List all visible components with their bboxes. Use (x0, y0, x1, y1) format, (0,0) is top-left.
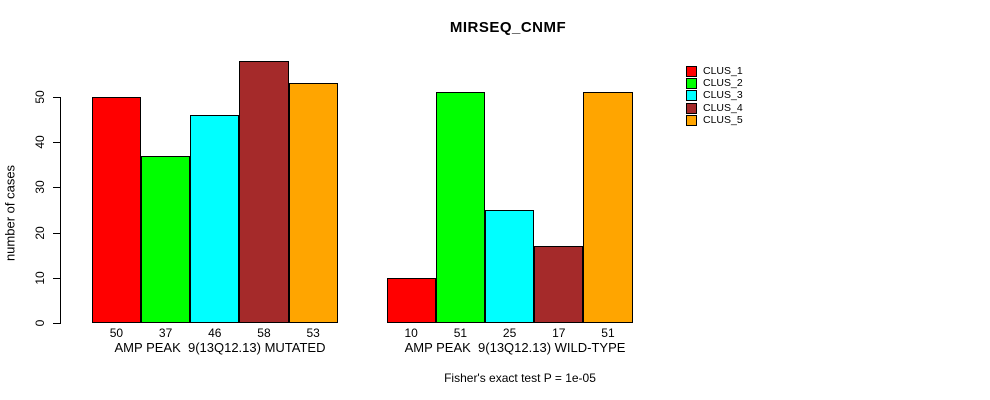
bar-clus-4-g2 (534, 246, 584, 323)
chart-title: MIRSEQ_CNMF (449, 19, 567, 36)
legend-swatch-clus-5 (686, 114, 697, 126)
y-tick-label: 20 (33, 225, 47, 240)
y-tick-label: 40 (33, 135, 47, 149)
bar-value-label: 25 (502, 326, 517, 340)
bar-value-label: 51 (601, 326, 615, 340)
legend-label: CLUS_2 (703, 76, 743, 89)
legend-swatch-clus-4 (686, 102, 697, 114)
group-label: AMP PEAK 9(13Q12.13) WILD-TYPE (404, 340, 626, 355)
bar-clus-3-g1 (190, 115, 240, 323)
bar-value-label: 46 (208, 326, 222, 340)
bar-clus-3-g2 (485, 210, 535, 323)
bar-clus-2-g1 (141, 155, 191, 323)
y-tick-label: 30 (33, 180, 47, 195)
bar-value-label: 10 (404, 326, 418, 340)
y-axis-label: number of cases (2, 164, 18, 262)
y-tick (53, 277, 60, 279)
bar-value-label: 50 (109, 326, 124, 340)
y-tick (53, 142, 60, 144)
bar-clus-1-g2 (386, 277, 436, 323)
footer-note: Fisher's exact test P = 1e-05 (444, 371, 596, 385)
bar-value-label: 53 (306, 326, 320, 340)
bar-clus-1-g1 (91, 97, 141, 323)
y-tick-label: 50 (33, 90, 47, 104)
legend-label: CLUS_1 (703, 64, 743, 77)
bar-clus-2-g2 (435, 92, 485, 323)
legend-swatch-clus-3 (686, 90, 697, 102)
legend-label: CLUS_4 (703, 101, 743, 114)
legend-label: CLUS_3 (703, 89, 743, 102)
bar-clus-5-g1 (288, 83, 338, 323)
bar-value-label: 37 (158, 326, 173, 340)
legend-swatch-clus-1 (686, 65, 697, 77)
y-tick-label: 10 (33, 271, 47, 285)
y-tick (53, 232, 60, 234)
bar-clus-4-g1 (239, 60, 289, 323)
bar-value-label: 58 (257, 326, 271, 340)
bar-clus-5-g2 (583, 92, 633, 323)
y-tick (53, 323, 60, 324)
bar-value-label: 17 (552, 326, 566, 340)
legend-swatch-clus-2 (686, 77, 697, 89)
y-tick (53, 97, 60, 98)
y-tick (53, 187, 60, 189)
legend-label: CLUS_5 (703, 113, 743, 126)
y-axis-line (60, 97, 61, 324)
bar-value-label: 51 (453, 326, 468, 340)
group-label: AMP PEAK 9(13Q12.13) MUTATED (114, 340, 326, 355)
y-tick-label: 0 (33, 319, 47, 327)
